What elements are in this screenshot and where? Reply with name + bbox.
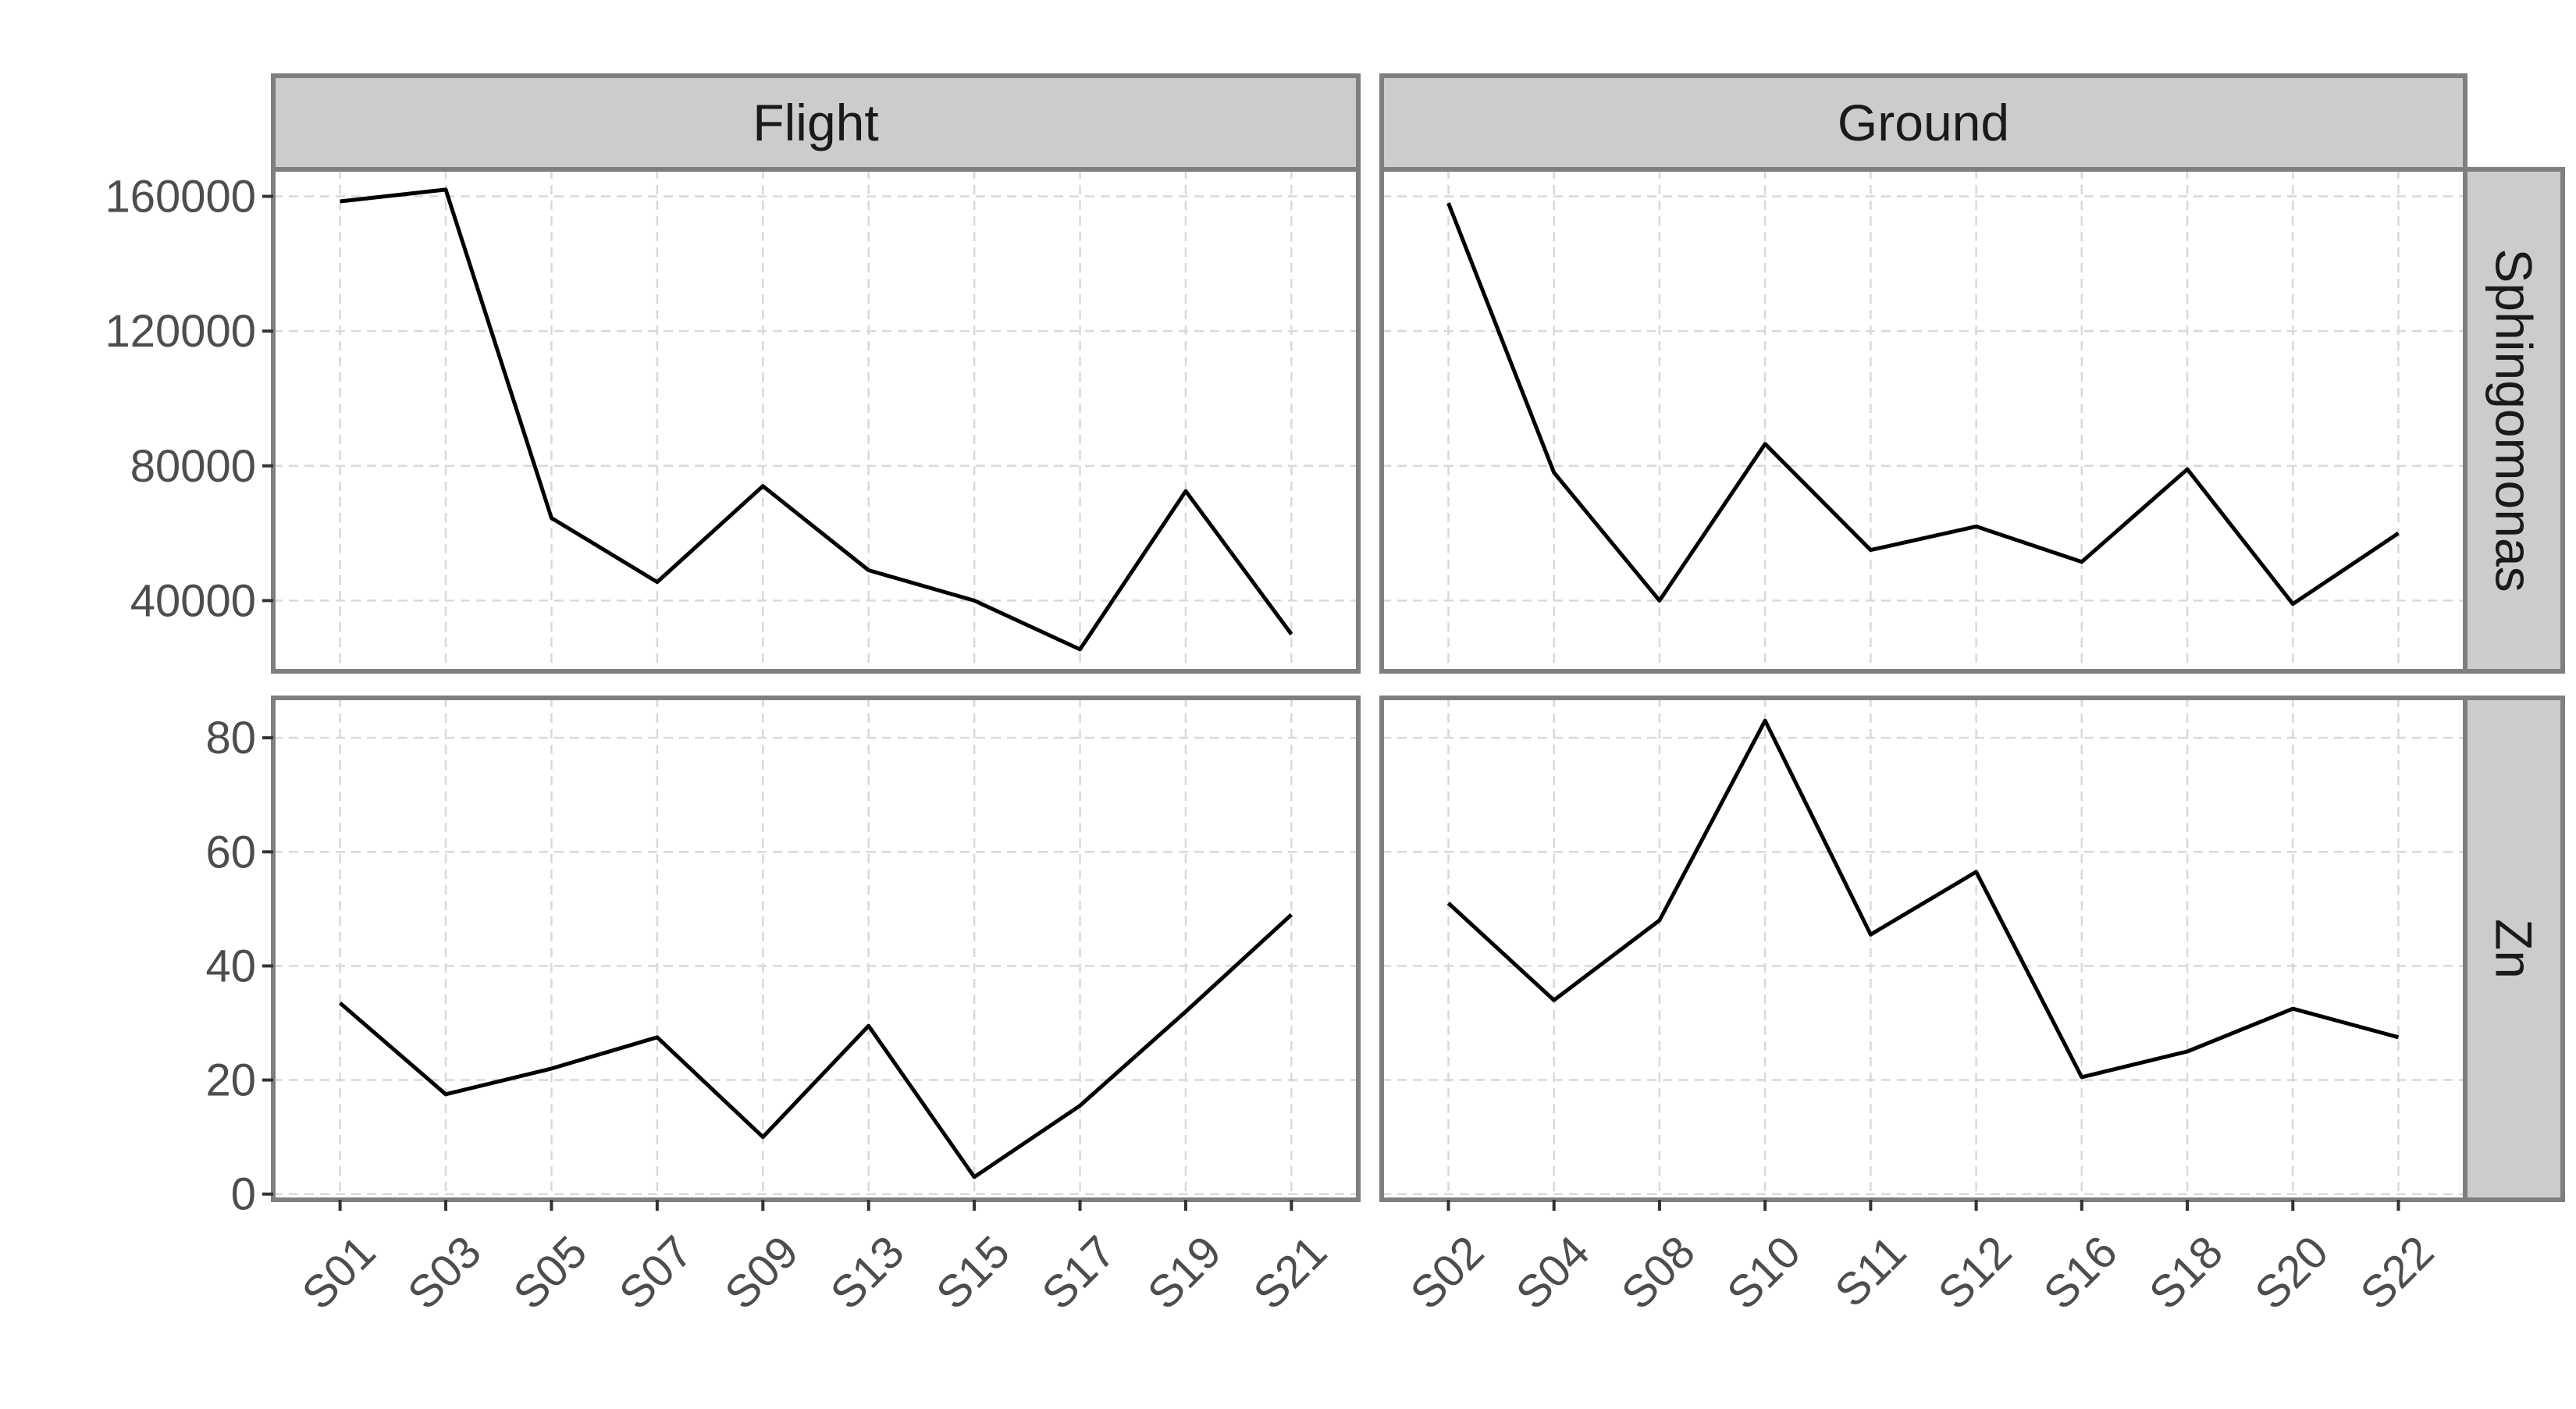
y-tick-label: 40 [205,941,256,991]
panel-border [271,696,1361,1202]
facet-label-flight: Flight [753,94,878,151]
x-tick-label: S02 [1400,1226,1493,1319]
x-tick-label: S05 [503,1226,596,1319]
facet-strip-sphingomonas [2463,167,2565,674]
x-tick-label: S10 [1717,1226,1810,1319]
panel-background-flight-zn [273,698,1358,1200]
x-tick-label: S16 [2034,1226,2127,1319]
series-line-ground-sphingomonas [1446,202,2400,607]
y-tick-label: 20 [205,1055,256,1106]
panel-background-flight-sphingomonas [273,169,1358,671]
x-tick-label: S11 [1825,1226,1916,1317]
x-tick-label: S20 [2245,1226,2338,1319]
facet-label-zn: Zn [2485,919,2543,979]
y-tick-label: 80000 [130,441,256,492]
y-tick-label: 160000 [105,172,256,222]
x-tick-label: S17 [1033,1226,1126,1319]
series-line-ground-zn [1446,718,2400,1080]
x-tick-label: S09 [715,1226,808,1319]
facet-label-sphingomonas: Sphingomonas [2485,248,2543,592]
facet-strip-flight [271,73,1361,172]
x-tick-label: S01 [293,1226,386,1319]
series-line-flight-sphingomonas [340,187,1293,652]
x-tick-label: S22 [2350,1226,2443,1319]
x-tick-label: S03 [398,1226,491,1319]
x-tick-label: S07 [610,1226,703,1319]
x-tick-label: S04 [1507,1226,1599,1319]
y-tick-label: 60 [205,827,256,877]
x-tick-label: S18 [2140,1226,2233,1319]
panel-background-ground-zn [1382,698,2465,1200]
x-tick-label: S21 [1244,1226,1336,1319]
facet-label-ground: Ground [1838,94,2009,151]
x-tick-label: S13 [821,1226,914,1319]
facet-strip-zn [2463,696,2565,1202]
x-tick-label: S08 [1612,1226,1705,1319]
x-tick-label: S15 [927,1226,1019,1319]
y-tick-label: 80 [205,713,256,763]
x-tick-label: S19 [1138,1226,1231,1319]
y-tick-label: 0 [231,1169,256,1220]
panel-background-ground-sphingomonas [1382,169,2465,671]
y-tick-label: 40000 [130,575,256,626]
series-line-flight-zn [338,913,1293,1180]
facet-strip-ground [1379,73,2467,172]
x-tick-label: S12 [1929,1226,2022,1319]
y-tick-label: 120000 [105,306,256,357]
